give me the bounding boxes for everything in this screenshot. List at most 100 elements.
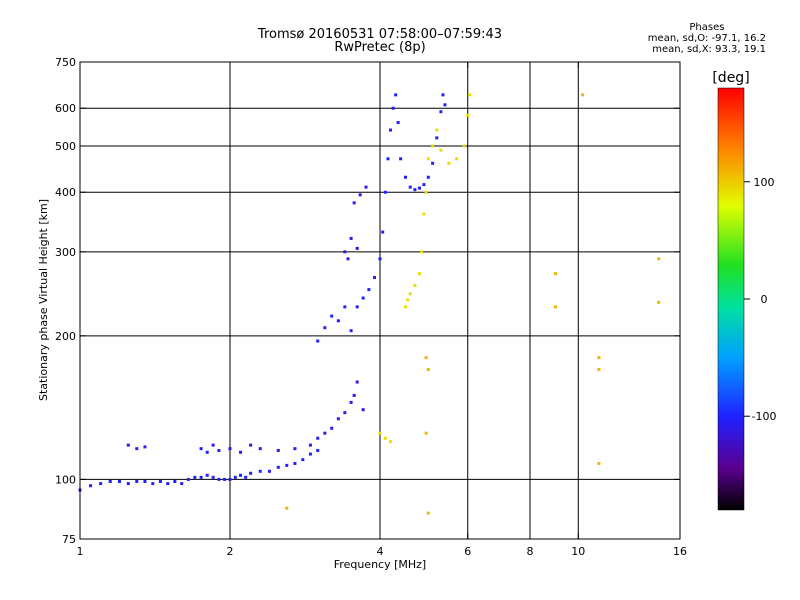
echo-point <box>151 482 155 486</box>
echo-point <box>308 452 312 456</box>
echo-point <box>316 448 320 452</box>
echo-point <box>285 463 289 467</box>
echo-point <box>249 443 253 447</box>
echo-point <box>349 400 353 404</box>
echo-point <box>417 272 421 276</box>
echo-point <box>330 314 334 318</box>
x-tick-label: 6 <box>464 545 471 558</box>
echo-point <box>355 380 359 384</box>
echo-point <box>389 128 393 132</box>
echo-point <box>420 250 424 254</box>
echo-point <box>408 292 412 296</box>
echo-point <box>553 272 557 276</box>
echo-point <box>99 482 103 486</box>
echo-point <box>126 443 130 447</box>
echo-point <box>358 193 362 197</box>
echo-point <box>355 246 359 250</box>
echo-point <box>217 477 221 481</box>
echo-point <box>126 482 130 486</box>
phase-statistics: Phases mean, sd,O: -97.1, 16.2 mean, sd,… <box>648 22 766 55</box>
colorbar <box>717 87 745 511</box>
echo-point <box>406 298 410 302</box>
echo-point <box>293 447 297 451</box>
y-tick-label: 300 <box>55 246 76 259</box>
echo-point <box>435 128 439 132</box>
echo-point <box>293 461 297 465</box>
echo-point <box>349 329 353 333</box>
echo-point <box>180 482 184 486</box>
echo-point <box>343 305 347 309</box>
y-tick-label: 75 <box>62 533 76 546</box>
echo-point <box>258 469 262 473</box>
echo-point <box>135 479 139 483</box>
echo-point <box>424 190 428 194</box>
echo-point <box>267 469 271 473</box>
echo-point <box>597 461 601 465</box>
echo-point <box>426 511 430 515</box>
echo-point <box>117 479 121 483</box>
echo-point <box>373 276 377 280</box>
echo-point <box>394 93 398 97</box>
echo-point <box>422 183 426 187</box>
y-tick-label: 400 <box>55 186 76 199</box>
echo-point <box>343 250 347 254</box>
echo-point <box>553 305 557 309</box>
y-axis-label: Stationary phase Virtual Height [km] <box>37 199 50 401</box>
echo-point <box>193 475 197 479</box>
echo-point <box>466 113 470 117</box>
echo-point <box>355 305 359 309</box>
echo-point <box>462 144 466 148</box>
echo-point <box>211 443 215 447</box>
echo-point <box>597 356 601 360</box>
echo-point <box>657 300 661 304</box>
echo-point <box>228 447 232 451</box>
echo-point <box>336 417 340 421</box>
echo-point <box>244 475 248 479</box>
echo-point <box>431 161 435 165</box>
y-tick-label: 750 <box>55 56 76 69</box>
echo-point <box>441 93 445 97</box>
echo-point <box>285 506 289 510</box>
echo-point <box>199 475 203 479</box>
echo-point <box>361 408 365 412</box>
colorbar-label: [deg] <box>712 70 749 86</box>
echo-point <box>343 411 347 415</box>
echo-point <box>223 477 227 481</box>
echo-point <box>426 175 430 179</box>
echo-point <box>308 443 312 447</box>
echo-point <box>413 188 417 192</box>
echo-point <box>399 157 403 161</box>
echo-point <box>217 448 221 452</box>
echo-point <box>364 185 368 189</box>
colorbar-tick-label: 0 <box>761 293 768 306</box>
echo-point <box>346 257 350 261</box>
echo-point <box>435 136 439 140</box>
echo-point <box>205 450 209 454</box>
echo-point <box>378 431 382 435</box>
echo-point <box>367 288 371 292</box>
echo-point <box>316 436 320 440</box>
echo-point <box>301 458 305 462</box>
y-tick-label: 600 <box>55 102 76 115</box>
echo-point <box>249 471 253 475</box>
echo-point <box>468 93 472 97</box>
x-axis-label: Frequency [MHz] <box>334 558 426 571</box>
echo-point <box>381 230 385 234</box>
chart-title-line2: RwPretec (8p) <box>334 40 426 55</box>
y-tick-label: 500 <box>55 140 76 153</box>
phase-stat-x: mean, sd,X: 93.3, 19.1 <box>652 44 766 55</box>
echo-point <box>276 465 280 469</box>
echo-point <box>239 473 243 477</box>
echo-point <box>426 157 430 161</box>
echo-point <box>581 93 585 97</box>
echo-point <box>276 448 280 452</box>
echo-point <box>135 447 139 451</box>
colorbar-tick-label: 100 <box>754 176 775 189</box>
phase-heading: Phases <box>689 22 725 33</box>
echo-point <box>403 305 407 309</box>
echo-point <box>431 144 435 148</box>
echo-point <box>323 431 327 435</box>
echo-point <box>424 431 428 435</box>
echo-point <box>352 201 356 205</box>
